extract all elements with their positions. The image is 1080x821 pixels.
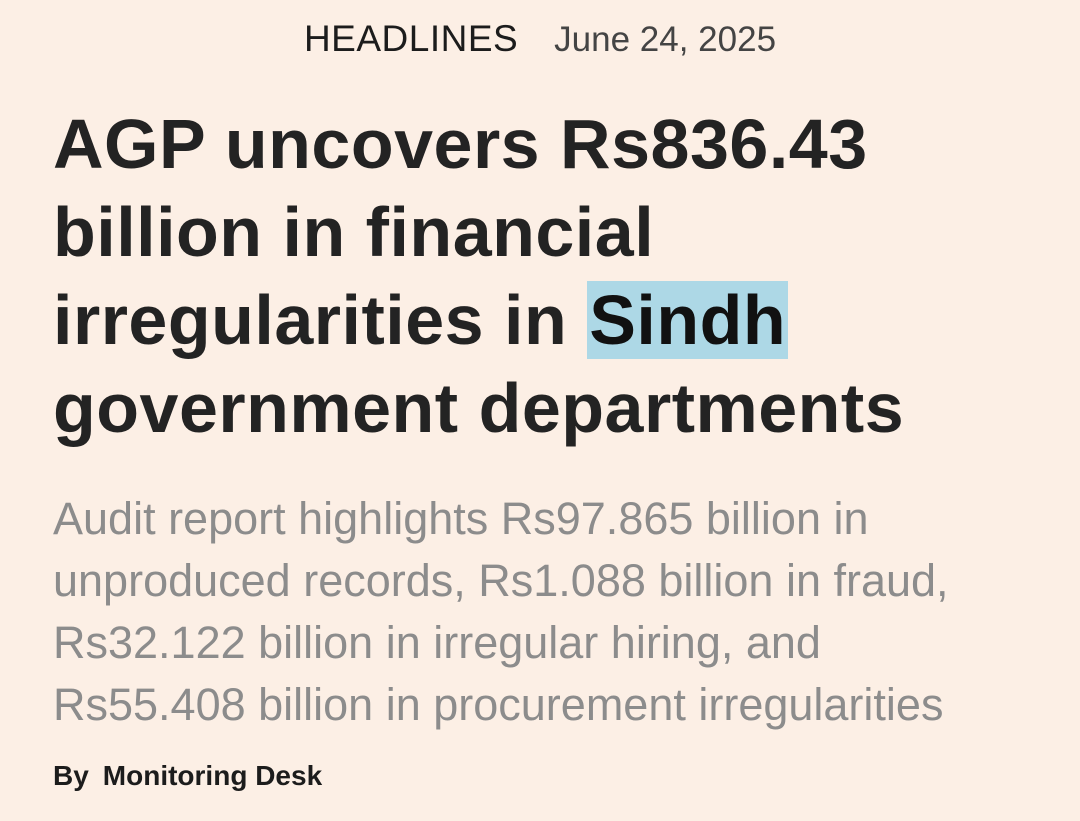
summary-line: Rs55.408 billion in procurement irregula… — [53, 679, 944, 730]
summary: Audit report highlights Rs97.865 billion… — [53, 488, 949, 736]
section-link[interactable]: HEADLINES — [303, 18, 519, 59]
highlight: Sindh — [587, 281, 789, 359]
headline-line: irregularities in Sindh — [53, 276, 904, 364]
headline-line: billion in financial — [53, 193, 655, 271]
kicker: HEADLINES June 24, 2025 — [0, 18, 1080, 60]
summary-line: unproduced records, Rs1.088 billion in f… — [53, 555, 949, 606]
summary-line: Audit report highlights Rs97.865 billion… — [53, 493, 869, 544]
byline: By Monitoring Desk — [53, 760, 322, 792]
headline-line: government departments — [53, 369, 905, 447]
headline: AGP uncovers Rs836.43 billion in financi… — [53, 100, 904, 452]
author-link[interactable]: Monitoring Desk — [102, 760, 323, 791]
byline-prefix: By — [53, 760, 89, 791]
headline-line: AGP uncovers Rs836.43 — [53, 105, 868, 183]
date: June 24, 2025 — [554, 20, 777, 59]
summary-line: Rs32.122 billion in irregular hiring, an… — [53, 617, 821, 668]
headline-text: irregularities in — [53, 281, 568, 359]
